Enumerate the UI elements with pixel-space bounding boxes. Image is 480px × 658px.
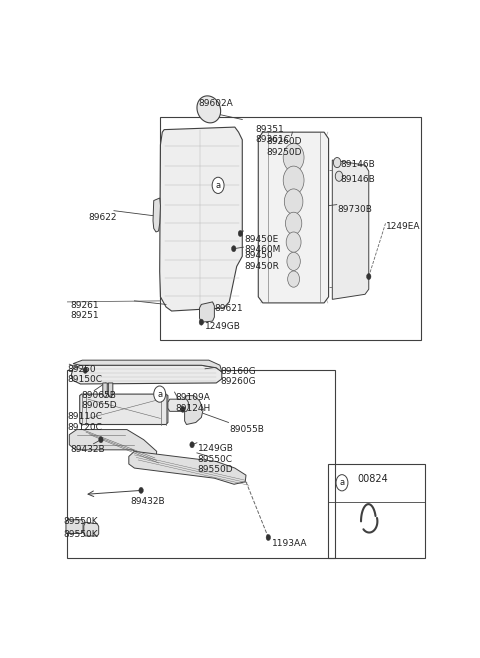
Bar: [67, 370, 335, 558]
Text: 89055B: 89055B: [229, 424, 264, 434]
Polygon shape: [185, 395, 203, 424]
Text: 89261
89251: 89261 89251: [71, 301, 99, 320]
Circle shape: [286, 213, 302, 234]
Polygon shape: [168, 399, 188, 411]
Polygon shape: [332, 160, 369, 299]
Text: a: a: [216, 181, 221, 190]
Text: 89110C
89120C: 89110C 89120C: [67, 413, 102, 432]
Circle shape: [283, 143, 304, 172]
Circle shape: [212, 177, 224, 193]
Text: 89621: 89621: [215, 305, 243, 313]
Text: 89260D
89250D: 89260D 89250D: [266, 138, 302, 157]
Text: 89109A: 89109A: [175, 393, 210, 402]
Circle shape: [266, 534, 271, 540]
Polygon shape: [153, 198, 160, 232]
Text: 89602A: 89602A: [199, 99, 234, 108]
Text: 1193AA: 1193AA: [272, 539, 308, 548]
Circle shape: [83, 367, 87, 373]
Circle shape: [180, 406, 185, 413]
Text: 89146B: 89146B: [341, 160, 376, 169]
Circle shape: [139, 488, 144, 494]
Polygon shape: [103, 383, 107, 397]
Circle shape: [284, 189, 303, 215]
Circle shape: [336, 474, 348, 491]
Circle shape: [286, 232, 301, 252]
Circle shape: [99, 437, 103, 443]
Bar: [88, 399, 160, 418]
Polygon shape: [129, 451, 246, 484]
Circle shape: [154, 386, 166, 402]
Circle shape: [288, 271, 300, 287]
Text: 89432B: 89432B: [130, 497, 165, 506]
Text: 89730B: 89730B: [337, 205, 372, 214]
Text: 89351
89361C: 89351 89361C: [255, 124, 290, 144]
Circle shape: [283, 166, 304, 195]
Text: 89550C
89550D: 89550C 89550D: [198, 455, 233, 474]
Text: 89622: 89622: [88, 213, 117, 222]
Text: 89550K: 89550K: [64, 530, 98, 539]
Circle shape: [190, 442, 194, 448]
Polygon shape: [160, 127, 242, 311]
Polygon shape: [200, 302, 215, 322]
Polygon shape: [108, 383, 113, 397]
Circle shape: [335, 171, 343, 182]
Polygon shape: [84, 522, 99, 536]
Circle shape: [238, 230, 243, 236]
Circle shape: [367, 274, 371, 280]
Polygon shape: [73, 360, 222, 372]
Polygon shape: [197, 96, 221, 123]
Bar: [160, 117, 421, 340]
Polygon shape: [69, 430, 156, 460]
Circle shape: [231, 245, 236, 252]
Polygon shape: [66, 520, 83, 534]
Text: 1249GB: 1249GB: [205, 322, 241, 331]
Polygon shape: [258, 132, 329, 303]
Circle shape: [199, 319, 204, 325]
Text: 89432B: 89432B: [71, 445, 105, 454]
Circle shape: [334, 157, 341, 168]
Polygon shape: [71, 365, 222, 384]
Text: 89124H: 89124H: [175, 404, 211, 413]
Bar: [328, 464, 424, 558]
Polygon shape: [80, 394, 168, 424]
Circle shape: [287, 252, 300, 270]
Text: 89250
89150C: 89250 89150C: [67, 365, 102, 384]
Text: 1249EA: 1249EA: [385, 222, 420, 231]
Text: 00824: 00824: [358, 474, 388, 484]
Text: a: a: [157, 390, 162, 399]
Text: 89146B: 89146B: [341, 175, 376, 184]
Text: a: a: [339, 478, 345, 488]
Text: 1249GB: 1249GB: [198, 443, 233, 453]
Text: 89550K: 89550K: [64, 517, 98, 526]
Text: 89450
89450R: 89450 89450R: [244, 251, 279, 270]
Text: 89160G
89260G: 89160G 89260G: [220, 367, 256, 386]
Text: 89450E
89460M: 89450E 89460M: [244, 234, 280, 254]
Text: 89065B
89065D: 89065B 89065D: [82, 391, 117, 411]
